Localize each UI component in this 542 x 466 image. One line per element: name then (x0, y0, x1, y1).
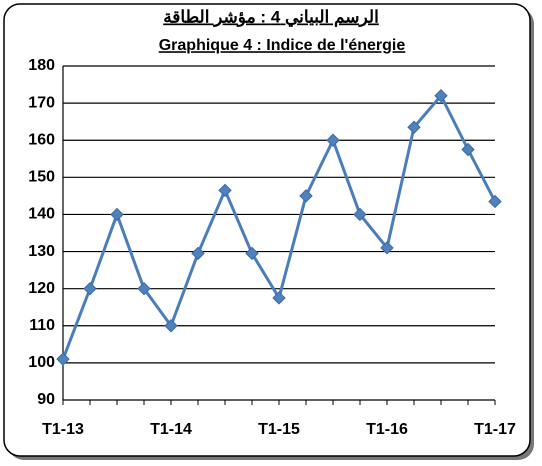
chart-title: الرسم البياني 4 : مؤشر الطاقة (163, 7, 379, 27)
x-tick-label: T1-13 (42, 421, 84, 438)
y-tick-label: 110 (29, 317, 55, 334)
marker (380, 241, 394, 255)
y-tick-label: 150 (28, 169, 55, 186)
y-tick-label: 120 (28, 280, 55, 297)
marker (191, 246, 205, 261)
chart-subtitle: Graphique 4 : Indice de l'énergie (159, 37, 406, 54)
marker (299, 189, 313, 203)
marker (110, 207, 124, 222)
marker (461, 142, 475, 157)
marker (272, 291, 286, 305)
marker (407, 120, 421, 134)
marker (353, 207, 367, 222)
marker (245, 246, 259, 261)
frame (3, 3, 531, 457)
y-tick-label: 100 (28, 354, 55, 371)
marker (137, 281, 151, 296)
y-tick-label: 130 (28, 243, 55, 260)
x-tick-label: T1-15 (258, 421, 300, 438)
marker (164, 319, 178, 333)
y-tick-label: 170 (28, 94, 55, 111)
marker (56, 352, 70, 366)
x-tick-label: T1-14 (150, 421, 192, 438)
x-tick-label: T1-17 (474, 421, 516, 438)
y-tick-label: 90 (37, 391, 55, 408)
marker (218, 183, 232, 198)
y-tick-label: 180 (28, 57, 55, 74)
y-tick-label: 140 (28, 206, 55, 223)
y-tick-label: 160 (28, 131, 55, 148)
x-tick-label: T1-16 (366, 421, 408, 438)
marker (83, 281, 97, 296)
marker (434, 88, 448, 103)
marker (488, 194, 502, 209)
marker (326, 133, 340, 147)
